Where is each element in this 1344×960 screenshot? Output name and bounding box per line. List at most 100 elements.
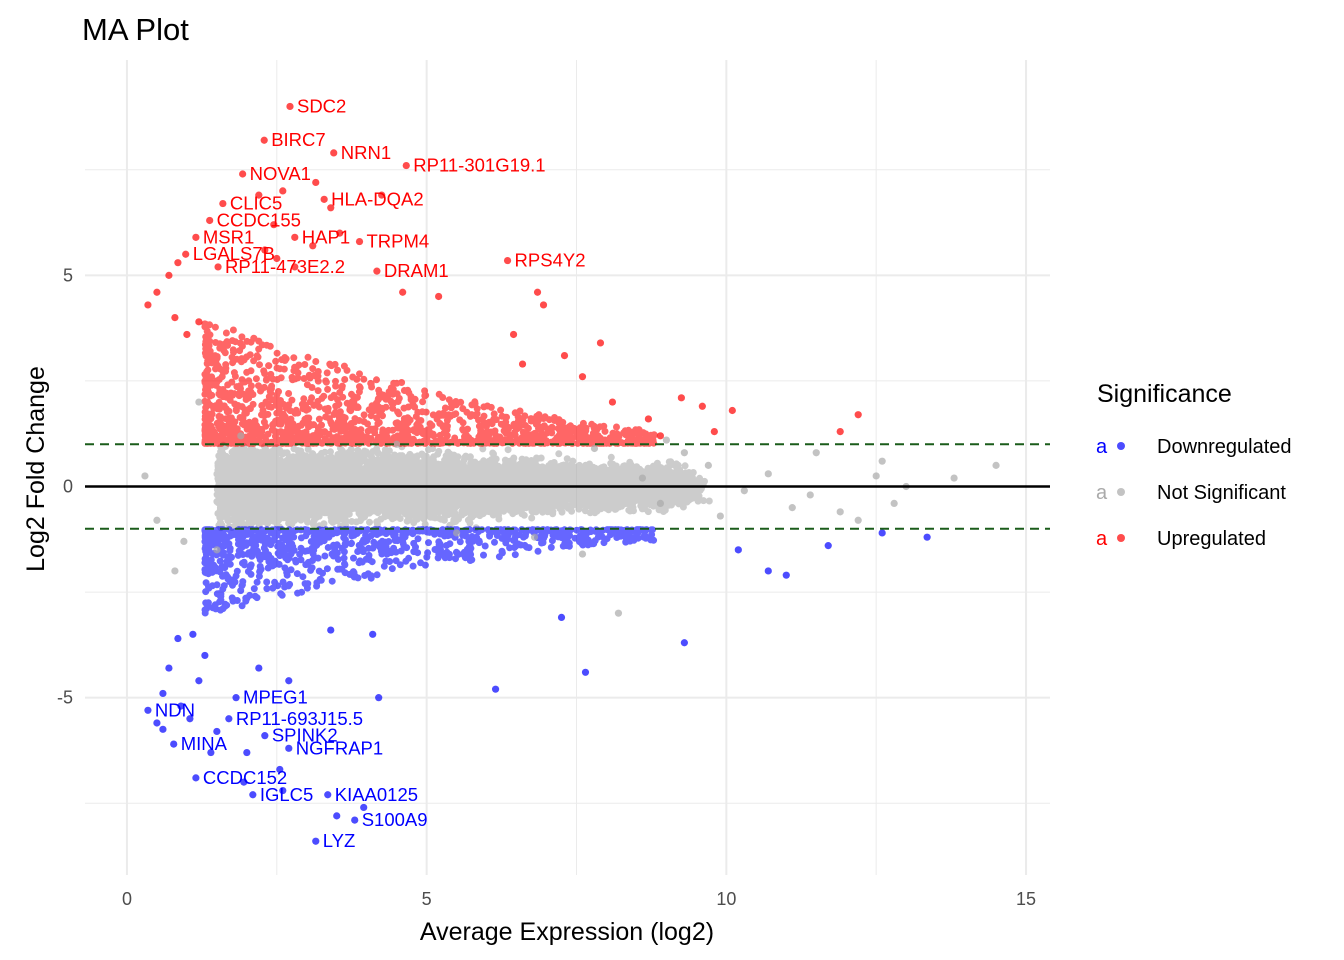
legend-key-glyph: a	[1096, 436, 1108, 458]
data-point	[491, 685, 500, 693]
data-point	[171, 313, 179, 322]
data-point	[327, 626, 335, 634]
data-point	[327, 204, 335, 212]
data-point	[806, 491, 814, 499]
gene-label: S100A9	[362, 809, 428, 830]
data-point	[285, 744, 293, 752]
gene-label: LYZ	[323, 830, 356, 851]
data-point	[174, 634, 182, 643]
data-point	[144, 706, 152, 714]
not-significant-point-cloud	[201, 320, 713, 617]
data-point	[509, 330, 518, 339]
data-point	[369, 630, 377, 638]
data-point	[890, 499, 898, 507]
data-point	[740, 487, 748, 495]
data-point	[324, 791, 332, 799]
x-tick-label: 10	[716, 889, 736, 909]
data-point	[614, 609, 623, 617]
data-point	[261, 732, 269, 740]
legend-key-point	[1117, 442, 1125, 450]
data-point	[279, 187, 287, 195]
data-point	[177, 702, 185, 710]
data-point	[355, 237, 364, 246]
data-point	[174, 259, 182, 267]
data-point	[144, 301, 152, 309]
data-point	[764, 470, 772, 478]
data-point	[378, 191, 386, 199]
data-point	[213, 546, 221, 554]
data-point	[560, 351, 569, 360]
gene-label: SDC2	[297, 95, 346, 116]
data-point	[291, 263, 299, 271]
data-point	[153, 516, 161, 524]
data-point	[153, 719, 161, 727]
data-point	[330, 149, 338, 157]
data-point	[360, 803, 368, 812]
downregulated-cloud	[201, 526, 658, 617]
data-point	[854, 516, 862, 524]
gene-label: RP11-693J15.5	[236, 708, 363, 729]
data-point	[680, 639, 688, 647]
data-point	[279, 786, 287, 795]
data-point	[435, 292, 443, 301]
legend-key-point	[1117, 488, 1125, 496]
data-point	[153, 288, 161, 296]
data-point	[638, 474, 647, 482]
data-point	[189, 630, 197, 638]
data-point	[260, 136, 268, 144]
gene-label: NDN	[155, 699, 195, 720]
gene-label: BIRC7	[271, 129, 326, 150]
data-point	[402, 161, 410, 170]
data-point	[261, 246, 269, 254]
data-point	[788, 504, 796, 512]
data-point	[165, 664, 173, 672]
gene-label: NOVA1	[250, 163, 311, 184]
data-point	[608, 398, 617, 406]
data-point	[207, 748, 215, 757]
data-point	[950, 474, 958, 482]
data-point	[213, 727, 221, 736]
data-point	[182, 250, 190, 258]
gene-label: RPS4Y2	[515, 250, 586, 271]
data-point	[782, 571, 790, 579]
gene-label: MPEG1	[243, 687, 308, 708]
y-tick-label: 0	[63, 477, 73, 497]
data-point	[237, 432, 245, 440]
data-point	[255, 191, 263, 199]
data-point	[165, 271, 173, 279]
gene-label: HAP1	[302, 226, 350, 247]
data-point	[656, 499, 665, 507]
x-tick-label: 5	[422, 889, 432, 909]
data-point	[824, 542, 832, 550]
data-point	[195, 398, 203, 406]
legend-key-point	[1117, 534, 1125, 542]
data-point	[333, 812, 341, 820]
data-point	[141, 472, 149, 480]
legend: Significance a Downregulated a Not Signific…	[1096, 380, 1292, 550]
chart-title: MA Plot	[82, 12, 189, 47]
gene-label: DRAM1	[384, 260, 449, 281]
data-point	[644, 415, 653, 423]
data-point	[375, 694, 383, 702]
data-point	[878, 529, 886, 537]
gene-label: NRN1	[341, 142, 391, 163]
data-point	[812, 449, 820, 457]
data-point	[240, 778, 248, 786]
data-point	[656, 432, 665, 440]
data-point	[273, 254, 281, 263]
data-point	[249, 791, 257, 799]
data-point	[309, 242, 317, 250]
data-point	[201, 651, 209, 660]
data-point	[171, 567, 179, 575]
data-point	[992, 461, 1000, 469]
data-point	[728, 406, 736, 415]
data-point	[453, 529, 461, 537]
data-point	[214, 263, 222, 271]
data-point	[286, 102, 294, 111]
data-point	[170, 740, 178, 748]
data-point	[680, 449, 688, 457]
gene-label: LGALS7B	[193, 243, 275, 264]
gene-label: RP11-473E2.2	[225, 256, 345, 277]
data-point	[503, 256, 512, 265]
data-point	[399, 288, 407, 296]
